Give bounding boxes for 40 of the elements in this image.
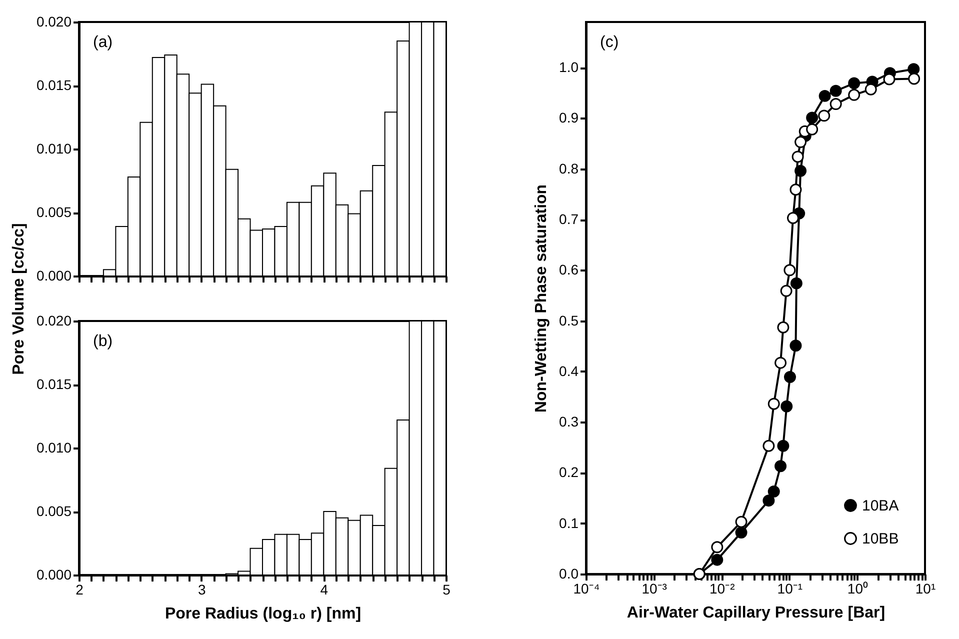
x-axis-title: Air-Water Capillary Pressure [Bar] [626, 604, 886, 622]
x-tick-label: 10⁻³ [642, 580, 668, 596]
y-tick-label: 0.015 [36, 77, 72, 93]
y-tick-label: 0.000 [36, 566, 72, 582]
y-tick-label: 0.005 [36, 204, 72, 220]
y-tick-label: 0.010 [36, 440, 72, 456]
y-tick-label: 0.015 [36, 376, 72, 392]
x-tick-label: 10⁰ [847, 580, 868, 596]
x-tick-label: 10¹ [915, 580, 936, 596]
y-tick-label: 0.1 [559, 514, 579, 531]
y-tick-label: 0.9 [559, 110, 579, 126]
y-tick-label: 0.000 [36, 268, 72, 284]
legend-label: 10BA [862, 498, 899, 514]
y-axis-title: Pore Volume [cc/cc] [10, 223, 28, 375]
y-tick-label: 0.6 [559, 262, 579, 278]
legend-label: 10BB [862, 530, 899, 548]
x-tick-label: 10⁻⁴ [573, 580, 600, 596]
y-axis-title: Non-Wetting Phase saturation [533, 184, 550, 413]
y-tick-label: 0.010 [36, 140, 72, 156]
y-tick-label: 0.0 [559, 566, 579, 582]
y-tick-label: 1.0 [559, 59, 579, 76]
text: (a) [93, 34, 113, 51]
text: (c) [600, 34, 619, 51]
y-tick-label: 0.020 [36, 14, 72, 30]
y-tick-label: 0.5 [559, 312, 579, 328]
text: (b) [93, 333, 113, 350]
y-tick-label: 0.4 [559, 362, 579, 379]
y-tick-label: 0.8 [559, 160, 579, 176]
x-tick-label: 4 [320, 582, 328, 598]
x-tick-label: 3 [198, 582, 206, 598]
y-tick-label: 0.2 [559, 464, 579, 480]
y-tick-label: 0.3 [559, 414, 579, 430]
x-tick-label: 2 [76, 582, 84, 598]
x-tick-label: 5 [442, 582, 451, 598]
y-tick-label: 0.7 [559, 211, 579, 228]
y-tick-label: 0.005 [36, 503, 72, 519]
x-tick-label: 10⁻¹ [777, 580, 803, 596]
y-tick-label: 0.020 [36, 312, 72, 328]
x-tick-label: 10⁻² [709, 580, 736, 596]
x-axis-title: Pore Radius (log₁₀ r) [nm] [164, 606, 362, 622]
